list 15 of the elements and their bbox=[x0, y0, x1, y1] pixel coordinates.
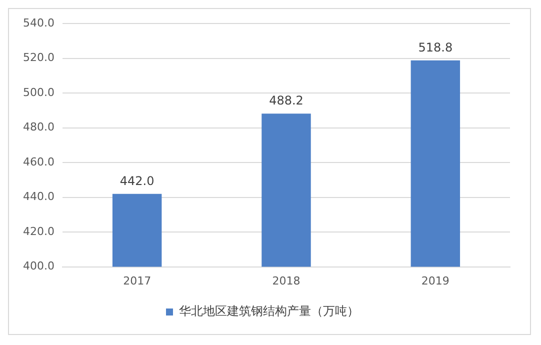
y-tick-label: 400.0 bbox=[22, 260, 54, 273]
y-tick-label: 480.0 bbox=[22, 120, 54, 134]
legend-label: 华北地区建筑钢结构产量（万吨） bbox=[179, 304, 359, 318]
y-tick-label: 500.0 bbox=[22, 86, 54, 99]
y-tick-label: 460.0 bbox=[22, 155, 54, 168]
data-label: 488.2 bbox=[269, 94, 304, 108]
y-tick-label: 540.0 bbox=[22, 16, 54, 30]
y-tick-label: 520.0 bbox=[22, 51, 54, 64]
x-tick-label: 2019 bbox=[421, 274, 450, 288]
data-label: 442.0 bbox=[120, 174, 154, 188]
y-tick-label: 420.0 bbox=[22, 224, 54, 238]
x-tick-label: 2017 bbox=[123, 274, 152, 288]
y-tick-label: 440.0 bbox=[22, 190, 54, 204]
data-label: 518.8 bbox=[418, 40, 453, 55]
x-tick-label: 2018 bbox=[272, 274, 300, 288]
